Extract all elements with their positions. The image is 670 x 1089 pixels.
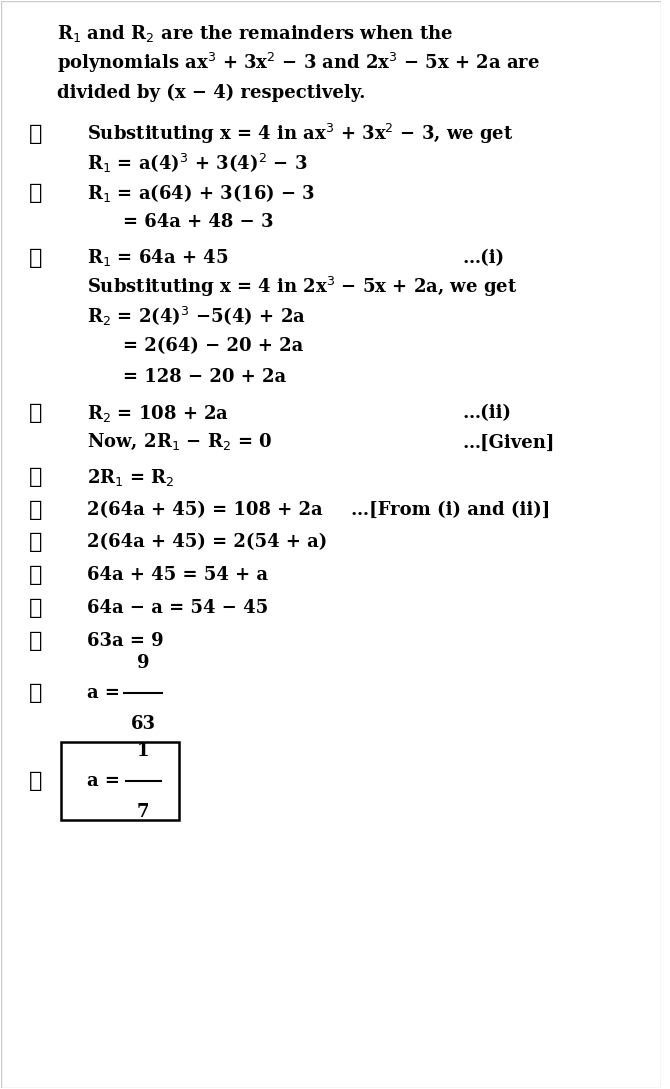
Text: ∴: ∴ [29,123,42,145]
Text: R$_2$ = 2(4)$^3$ −5(4) + 2a: R$_2$ = 2(4)$^3$ −5(4) + 2a [87,305,306,328]
Text: ∴: ∴ [29,683,42,705]
Text: 64a + 45 = 54 + a: 64a + 45 = 54 + a [87,566,268,584]
Text: …[From (i) and (ii)]: …[From (i) and (ii)] [351,501,550,518]
Text: 2(64a + 45) = 108 + 2a: 2(64a + 45) = 108 + 2a [87,501,323,518]
Text: Substituting x = 4 in 2x$^3$ − 5x + 2a, we get: Substituting x = 4 in 2x$^3$ − 5x + 2a, … [87,276,517,299]
Text: …[Given]: …[Given] [463,433,555,452]
Text: 2(64a + 45) = 2(54 + a): 2(64a + 45) = 2(54 + a) [87,534,328,551]
Text: ∴: ∴ [29,247,42,269]
Text: a =: a = [87,772,126,791]
Text: ∴: ∴ [29,564,42,586]
Text: 9: 9 [137,653,149,672]
Text: = 128 − 20 + 2a: = 128 − 20 + 2a [123,368,287,387]
Text: ∴: ∴ [29,531,42,553]
Text: R$_1$ = a(4)$^3$ + 3(4)$^2$ − 3: R$_1$ = a(4)$^3$ + 3(4)$^2$ − 3 [87,151,308,175]
Text: = 2(64) − 20 + 2a: = 2(64) − 20 + 2a [123,337,304,355]
Text: ∴: ∴ [29,770,42,793]
Text: 7: 7 [137,803,149,821]
Text: …(i): …(i) [463,248,505,267]
Text: ∴: ∴ [29,182,42,204]
Text: Now, 2R$_1$ − R$_2$ = 0: Now, 2R$_1$ − R$_2$ = 0 [87,432,273,452]
Text: a =: a = [87,684,126,702]
Text: ∴: ∴ [29,597,42,619]
Text: ∴: ∴ [29,466,42,488]
Text: ∴: ∴ [29,631,42,652]
Text: ∴: ∴ [29,402,42,424]
Text: = 64a + 48 − 3: = 64a + 48 − 3 [123,212,274,231]
Text: 1: 1 [137,742,149,759]
Text: R$_1$ = a(64) + 3(16) − 3: R$_1$ = a(64) + 3(16) − 3 [87,182,316,204]
Text: R$_1$ and R$_2$ are the remainders when the: R$_1$ and R$_2$ are the remainders when … [58,24,454,45]
Text: 63: 63 [131,715,155,733]
Text: ∴: ∴ [29,499,42,521]
Text: divided by (x − 4) respectively.: divided by (x − 4) respectively. [58,84,366,101]
Text: polynomials ax$^3$ + 3x$^2$ − 3 and 2x$^3$ − 5x + 2a are: polynomials ax$^3$ + 3x$^2$ − 3 and 2x$^… [58,51,541,75]
Text: …(ii): …(ii) [463,404,512,423]
Text: 63a = 9: 63a = 9 [87,633,163,650]
Text: 2R$_1$ = R$_2$: 2R$_1$ = R$_2$ [87,467,175,488]
Text: Substituting x = 4 in ax$^3$ + 3x$^2$ − 3, we get: Substituting x = 4 in ax$^3$ + 3x$^2$ − … [87,122,514,146]
Text: R$_2$ = 108 + 2a: R$_2$ = 108 + 2a [87,403,229,424]
Text: 64a − a = 54 − 45: 64a − a = 54 − 45 [87,599,269,616]
Text: R$_1$ = 64a + 45: R$_1$ = 64a + 45 [87,247,228,268]
